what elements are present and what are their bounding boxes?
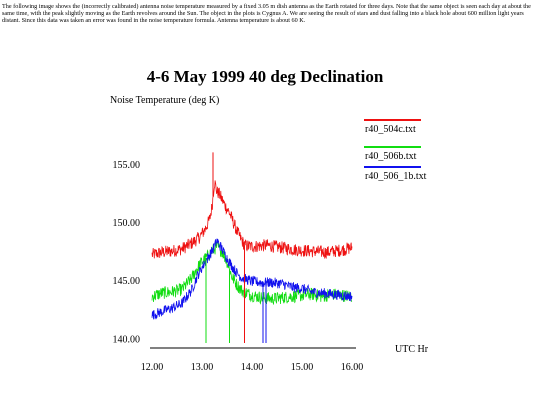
y-tick-label: 145.00 — [113, 276, 141, 287]
x-axis-label: UTC Hr — [395, 344, 429, 355]
y-tick-label: 140.00 — [113, 334, 141, 345]
y-tick-label: 155.00 — [113, 160, 141, 171]
y-axis-label: Noise Temperature (deg K) — [110, 95, 219, 106]
series-line — [151, 238, 353, 320]
x-tick-label: 14.00 — [241, 362, 264, 373]
series-line — [151, 180, 353, 260]
description-text: The following image shows the (incorrect… — [2, 3, 531, 25]
legend-label: r40_506_1b.txt — [365, 171, 427, 182]
legend-label: r40_506b.txt — [365, 151, 417, 162]
y-tick-label: 150.00 — [113, 218, 141, 229]
x-tick-label: 12.00 — [141, 362, 164, 373]
legend-label: r40_504c.txt — [365, 124, 416, 135]
x-tick-label: 15.00 — [291, 362, 314, 373]
chart-title: 4-6 May 1999 40 deg Declination — [147, 67, 384, 86]
x-tick-label: 13.00 — [191, 362, 214, 373]
x-tick-label: 16.00 — [341, 362, 364, 373]
